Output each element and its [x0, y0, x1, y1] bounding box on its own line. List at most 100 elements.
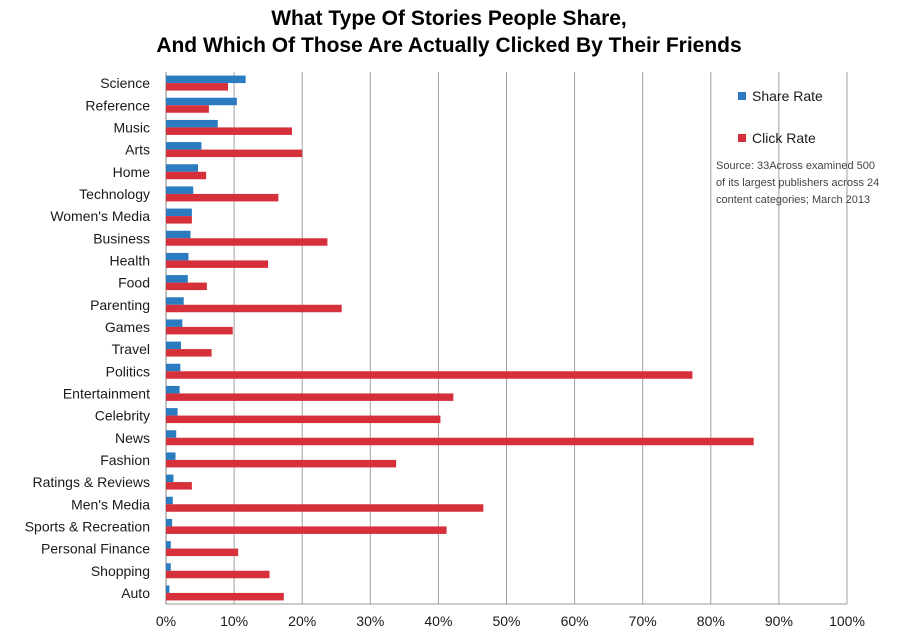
source-line-2: of its largest publishers across 24 — [716, 177, 880, 189]
bar-click-rate — [166, 105, 209, 113]
category-label: Shopping — [91, 563, 150, 579]
bar-click-rate — [166, 459, 397, 468]
x-tick-label: 50% — [492, 613, 520, 629]
bar-click-rate — [166, 127, 292, 135]
source-line-3: content categories; March 2013 — [716, 194, 871, 206]
bar-click-rate — [166, 282, 207, 291]
x-tick-label: 30% — [356, 613, 384, 629]
bar-click-rate — [166, 570, 270, 579]
category-label: Sports & Recreation — [25, 518, 150, 534]
bar-share-rate — [166, 363, 181, 372]
bar-share-rate — [166, 275, 188, 283]
source-annotation: Source: 33Across examined 500 of its lar… — [716, 158, 896, 209]
chart-title: What Type Of Stories People Share, — [271, 7, 627, 30]
category-label: Science — [100, 75, 150, 91]
bar-share-rate — [166, 97, 237, 106]
category-label: Games — [105, 319, 150, 335]
bar-click-rate — [166, 238, 328, 246]
legend-swatch-share — [738, 92, 746, 100]
legend-label-click: Click Rate — [752, 130, 816, 146]
bar-share-rate — [166, 119, 218, 128]
x-tick-labels: 0% 10% 20% 30% 40% 50% 60% 70% 80% 90% 100% — [156, 613, 865, 629]
bar-click-rate — [166, 349, 212, 357]
bar-share-rate — [166, 585, 170, 593]
bar-share-rate — [166, 319, 183, 327]
category-label: Reference — [85, 97, 150, 113]
bar-share-rate — [166, 474, 174, 483]
category-label: Music — [113, 119, 150, 135]
x-tick-label: 40% — [424, 613, 452, 629]
bar-share-rate — [166, 496, 173, 505]
bar-share-rate — [166, 164, 199, 172]
bar-share-rate — [166, 541, 171, 549]
bar-share-rate — [166, 252, 189, 261]
bar-share-rate — [166, 297, 184, 305]
bar-click-rate — [166, 393, 454, 401]
source-line-1: Source: 33Across examined 500 — [716, 160, 875, 172]
bar-click-rate — [166, 437, 754, 446]
x-tick-label: 70% — [629, 613, 657, 629]
bar-click-rate — [166, 216, 192, 224]
category-label: News — [115, 430, 150, 446]
category-label: Men's Media — [71, 496, 150, 512]
x-tick-label: 0% — [156, 613, 176, 629]
bar-share-rate — [166, 75, 246, 84]
bar-share-rate — [166, 186, 194, 194]
category-label: Auto — [121, 585, 150, 601]
bar-click-rate — [166, 592, 284, 601]
category-label: Ratings & Reviews — [33, 474, 151, 490]
bar-click-rate — [166, 371, 693, 379]
legend-swatch-click — [738, 134, 746, 142]
bar-click-rate — [166, 149, 303, 158]
bar-share-rate — [166, 518, 173, 527]
x-tick-label: 80% — [697, 613, 725, 629]
category-label: Parenting — [90, 297, 150, 313]
bar-click-rate — [166, 504, 484, 512]
x-tick-label: 60% — [561, 613, 589, 629]
gridlines — [165, 72, 848, 605]
x-tick-label: 10% — [220, 613, 248, 629]
category-label: Politics — [106, 363, 150, 379]
bar-share-rate — [166, 341, 181, 350]
category-label: Women's Media — [50, 208, 150, 224]
bar-click-rate — [166, 83, 228, 91]
legend-item-share-rate: Share Rate — [738, 88, 823, 104]
x-tick-label: 100% — [829, 613, 865, 629]
category-label: Personal Finance — [41, 541, 150, 557]
category-label: Technology — [79, 186, 150, 202]
bar-click-rate — [166, 415, 441, 424]
category-label: Food — [118, 275, 150, 291]
category-label: Entertainment — [63, 385, 150, 401]
bar-click-rate — [166, 193, 279, 202]
bar-click-rate — [166, 326, 233, 335]
bar-share-rate — [166, 142, 202, 150]
category-label: Home — [113, 164, 151, 180]
category-label: Travel — [112, 341, 150, 357]
x-tick-label: 90% — [765, 613, 793, 629]
bar-click-rate — [166, 548, 239, 557]
bar-click-rate — [166, 482, 192, 490]
category-label: Arts — [125, 142, 150, 158]
category-label: Celebrity — [95, 408, 150, 424]
bar-click-rate — [166, 260, 269, 268]
bar-click-rate — [166, 526, 447, 534]
bar-share-rate — [166, 230, 191, 239]
bar-share-rate — [166, 563, 171, 571]
category-label: Fashion — [100, 452, 150, 468]
legend-label-share: Share Rate — [752, 88, 823, 104]
bar-share-rate — [166, 408, 178, 416]
category-label: Health — [110, 252, 150, 268]
bar-share-rate — [166, 385, 180, 394]
bars — [166, 75, 754, 601]
x-tick-label: 20% — [288, 613, 316, 629]
bar-share-rate — [166, 452, 176, 460]
category-labels: Science Reference Music Arts Home Technology W… — [25, 75, 151, 601]
legend-item-click-rate: Click Rate — [738, 130, 816, 146]
bar-share-rate — [166, 430, 177, 438]
bar-click-rate — [166, 171, 207, 180]
category-label: Business — [93, 230, 150, 246]
chart-subtitle: And Which Of Those Are Actually Clicked … — [156, 34, 742, 57]
bar-click-rate — [166, 304, 342, 313]
bar-share-rate — [166, 208, 192, 217]
